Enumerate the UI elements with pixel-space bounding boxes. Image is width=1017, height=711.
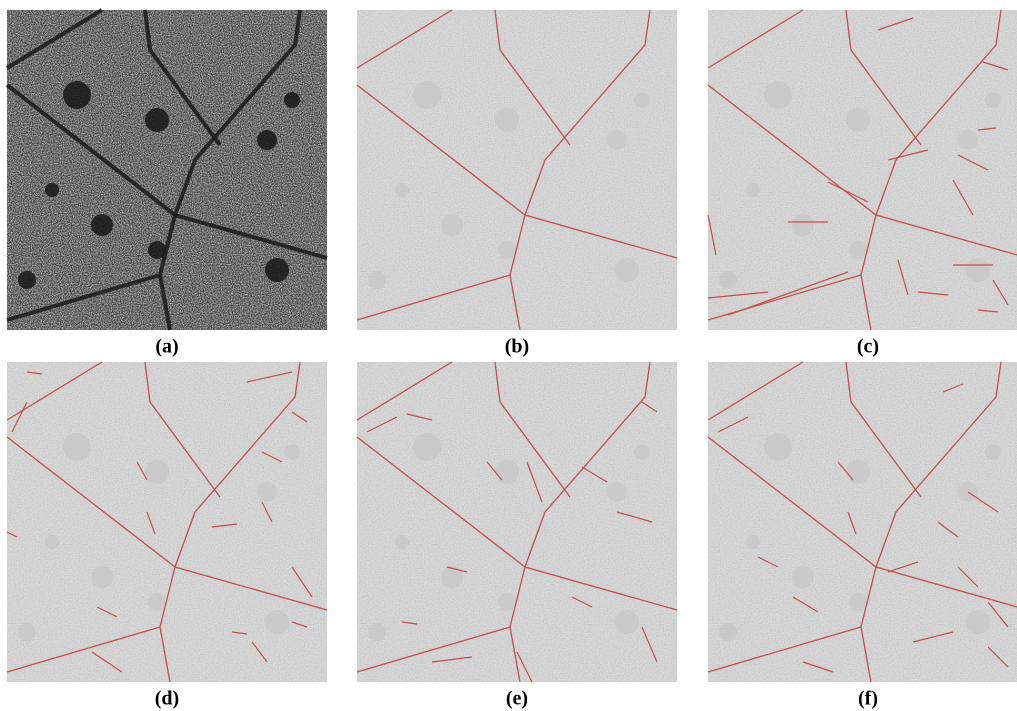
terrain-feature bbox=[746, 183, 760, 197]
panel-label: (f) bbox=[858, 688, 878, 710]
terrain-feature bbox=[91, 214, 113, 236]
image-texture bbox=[7, 362, 327, 682]
terrain-feature bbox=[45, 535, 59, 549]
panel-label: (c) bbox=[857, 336, 879, 358]
terrain-feature bbox=[148, 593, 166, 611]
terrain-feature bbox=[257, 482, 277, 502]
terrain-feature bbox=[495, 108, 519, 132]
terrain-feature bbox=[495, 460, 519, 484]
terrain-feature bbox=[413, 433, 441, 461]
terrain-feature bbox=[719, 623, 737, 641]
terrain-feature bbox=[257, 130, 277, 150]
terrain-feature bbox=[615, 258, 639, 282]
terrain-feature bbox=[441, 214, 463, 236]
terrain-feature bbox=[145, 460, 169, 484]
panel bbox=[7, 10, 327, 330]
terrain-feature bbox=[441, 566, 463, 588]
panel bbox=[708, 362, 1017, 682]
panel-label: (b) bbox=[505, 336, 529, 358]
terrain-feature bbox=[985, 92, 1001, 108]
terrain-feature bbox=[18, 271, 36, 289]
terrain-feature bbox=[45, 183, 59, 197]
image-texture bbox=[7, 10, 327, 330]
terrain-feature bbox=[615, 610, 639, 634]
terrain-feature bbox=[634, 444, 650, 460]
panel-label: (d) bbox=[155, 688, 179, 710]
panel bbox=[7, 362, 327, 682]
terrain-feature bbox=[284, 444, 300, 460]
terrain-feature bbox=[63, 81, 91, 109]
terrain-feature bbox=[849, 241, 867, 259]
panel bbox=[357, 362, 677, 682]
image-texture bbox=[357, 10, 677, 330]
terrain-feature bbox=[368, 623, 386, 641]
terrain-feature bbox=[265, 610, 289, 634]
terrain-feature bbox=[368, 271, 386, 289]
terrain-feature bbox=[145, 108, 169, 132]
terrain-feature bbox=[764, 81, 792, 109]
panel-label: (a) bbox=[155, 336, 178, 358]
figure: (a) (b) (c) (d) (e) (f) bbox=[0, 0, 1017, 711]
terrain-feature bbox=[966, 258, 990, 282]
terrain-feature bbox=[265, 258, 289, 282]
terrain-feature bbox=[91, 566, 113, 588]
panel bbox=[708, 10, 1017, 330]
terrain-feature bbox=[634, 92, 650, 108]
terrain-feature bbox=[746, 535, 760, 549]
terrain-feature bbox=[792, 214, 814, 236]
image-texture bbox=[357, 362, 677, 682]
terrain-feature bbox=[498, 241, 516, 259]
terrain-feature bbox=[792, 566, 814, 588]
terrain-feature bbox=[607, 482, 627, 502]
terrain-feature bbox=[846, 460, 870, 484]
terrain-feature bbox=[498, 593, 516, 611]
terrain-feature bbox=[846, 108, 870, 132]
terrain-feature bbox=[849, 593, 867, 611]
terrain-feature bbox=[413, 81, 441, 109]
terrain-feature bbox=[958, 130, 978, 150]
terrain-feature bbox=[719, 271, 737, 289]
terrain-feature bbox=[985, 444, 1001, 460]
panel bbox=[357, 10, 677, 330]
terrain-feature bbox=[764, 433, 792, 461]
terrain-feature bbox=[395, 535, 409, 549]
terrain-feature bbox=[966, 610, 990, 634]
terrain-feature bbox=[63, 433, 91, 461]
panel-label: (e) bbox=[506, 688, 528, 710]
terrain-feature bbox=[395, 183, 409, 197]
terrain-feature bbox=[18, 623, 36, 641]
terrain-feature bbox=[284, 92, 300, 108]
terrain-feature bbox=[607, 130, 627, 150]
page: (a)(b)(c)(d)(e)(f) (() => { const data =… bbox=[0, 0, 1017, 711]
